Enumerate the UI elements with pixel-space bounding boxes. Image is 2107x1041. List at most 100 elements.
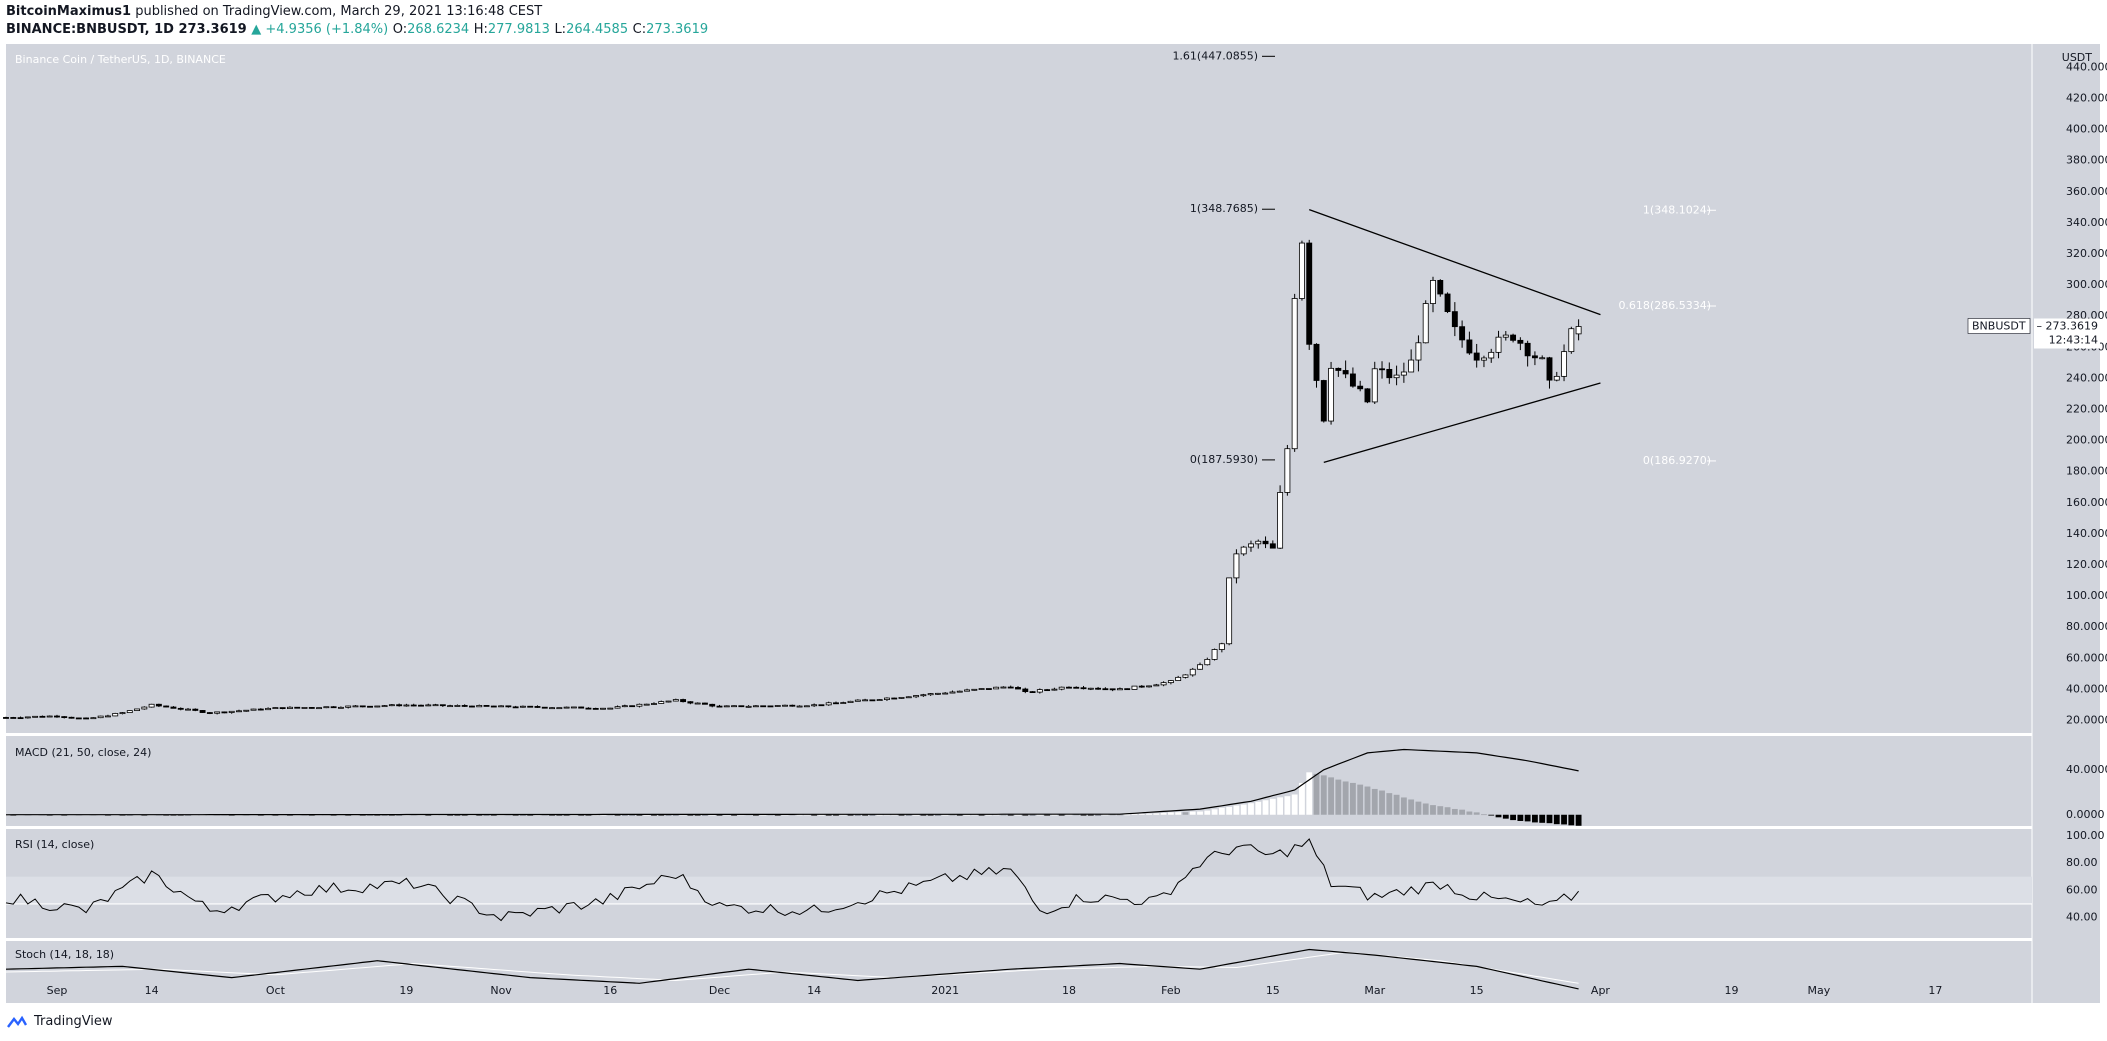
candle-body-137	[1000, 686, 1007, 689]
price-tick-19: 400.0000	[2066, 123, 2107, 136]
candle-body-131	[956, 690, 963, 693]
macd-bar-126	[920, 814, 927, 816]
candle-body-140	[1022, 688, 1029, 692]
candle-body-209	[1524, 342, 1531, 357]
macd-bar-124	[905, 814, 912, 816]
macd-bar-131	[956, 814, 963, 816]
candle-body-77	[563, 706, 570, 709]
macd-bar-167	[1218, 807, 1225, 815]
macd-bar-156	[1138, 813, 1145, 815]
countdown-tag: 12:43:14	[2049, 334, 2098, 347]
candle-body-183	[1335, 367, 1342, 371]
candle-body-23	[170, 706, 177, 709]
macd-line	[5, 748, 1579, 816]
price-change: ▲ +4.9356 (+1.84%)	[251, 22, 389, 37]
candle-body-13	[97, 715, 104, 719]
candle-body-59	[432, 704, 439, 707]
candle-body-28	[206, 712, 213, 714]
candle-body-56	[410, 704, 417, 707]
candle-body-153	[1116, 688, 1123, 691]
macd-bar-120	[876, 814, 883, 816]
macd-bar-58	[425, 814, 432, 816]
candle-body-143	[1044, 689, 1051, 692]
candle-body-147	[1073, 686, 1080, 689]
rsi-tick-1: 60.00	[2066, 883, 2098, 896]
candle-body-96	[701, 702, 708, 705]
price-tick-0: 20.0000	[2066, 714, 2107, 727]
macd-bar-177	[1291, 794, 1298, 815]
macd-bar-139	[1015, 814, 1021, 816]
candle-body-182	[1328, 367, 1335, 422]
candle-body-86	[629, 705, 636, 708]
time-tick-10: Feb	[1161, 984, 1180, 997]
macd-bar-157	[1146, 813, 1152, 815]
macd-bar-63	[461, 814, 468, 816]
candle-body-110	[803, 705, 810, 708]
macd-bar-95	[694, 814, 701, 816]
time-tick-14: Apr	[1591, 984, 1611, 997]
macd-bar-65	[476, 814, 483, 816]
candle-body-71	[519, 705, 526, 708]
macd-bar-98	[716, 814, 723, 816]
macd-bar-125	[913, 814, 919, 816]
macd-bar-92	[672, 814, 679, 816]
high-value: 277.9813	[487, 22, 550, 37]
macd-bar-149	[1087, 814, 1094, 816]
macd-bar-213	[1553, 814, 1560, 825]
macd-bar-67	[490, 814, 497, 816]
macd-bar-176	[1284, 796, 1291, 815]
macd-bar-106	[774, 814, 781, 816]
candle-body-20	[148, 703, 155, 708]
time-tick-3: 19	[399, 984, 413, 997]
macd-bar-142	[1036, 814, 1043, 816]
macd-bar-216	[1575, 814, 1582, 826]
candle-body-62	[454, 705, 461, 707]
candle-body-192	[1400, 371, 1407, 376]
price-tick-16: 340.0000	[2066, 216, 2107, 229]
macd-bar-112	[818, 814, 825, 816]
macd-bar-183	[1335, 779, 1342, 815]
macd-bar-118	[862, 814, 869, 816]
candle-body-193	[1408, 359, 1415, 373]
macd-bar-171	[1248, 803, 1254, 815]
candle-body-130	[949, 691, 956, 694]
candle-body-142	[1036, 689, 1043, 693]
macd-bar-180	[1313, 773, 1320, 815]
macd-bar-74	[541, 814, 548, 816]
candle-body-58	[425, 704, 432, 707]
candle-body-155	[1131, 685, 1138, 690]
candle-body-139	[1015, 687, 1021, 690]
macd-bar-146	[1066, 814, 1072, 816]
macd-bar-79	[578, 814, 585, 816]
time-tick-15: 19	[1724, 984, 1738, 997]
candle-body-45	[330, 706, 337, 709]
macd-bar-212	[1546, 814, 1553, 824]
macd-bar-209	[1524, 814, 1531, 822]
stoch-pane-bg	[6, 941, 2032, 1003]
price-tick-21: 440.0000	[2066, 60, 2107, 73]
candle-body-27	[199, 710, 206, 713]
candle-body-148	[1080, 687, 1087, 690]
macd-bar-96	[702, 814, 708, 816]
macd-bar-84	[614, 814, 621, 816]
publisher-name[interactable]: BitcoinMaximus1	[6, 4, 132, 19]
candle-body-135	[985, 688, 992, 690]
footer-brand[interactable]: TradingView	[34, 1014, 113, 1029]
tradingview-logo-icon	[7, 1015, 28, 1028]
macd-bar-119	[869, 814, 876, 816]
candle-body-202	[1473, 352, 1480, 361]
symbol-line: BINANCE:BNBUSDT, 1D	[6, 22, 174, 37]
macd-bar-192	[1400, 797, 1407, 815]
candle-body-17	[126, 710, 133, 714]
candle-body-169	[1233, 553, 1240, 579]
candle-body-106	[774, 705, 781, 707]
candle-body-78	[570, 706, 577, 709]
macd-bar-108	[789, 814, 796, 816]
candle-body-179	[1306, 242, 1313, 345]
candle-body-35	[257, 708, 264, 711]
candle-body-57	[418, 704, 424, 707]
candle-body-172	[1255, 540, 1262, 545]
candle-body-5	[39, 715, 46, 718]
